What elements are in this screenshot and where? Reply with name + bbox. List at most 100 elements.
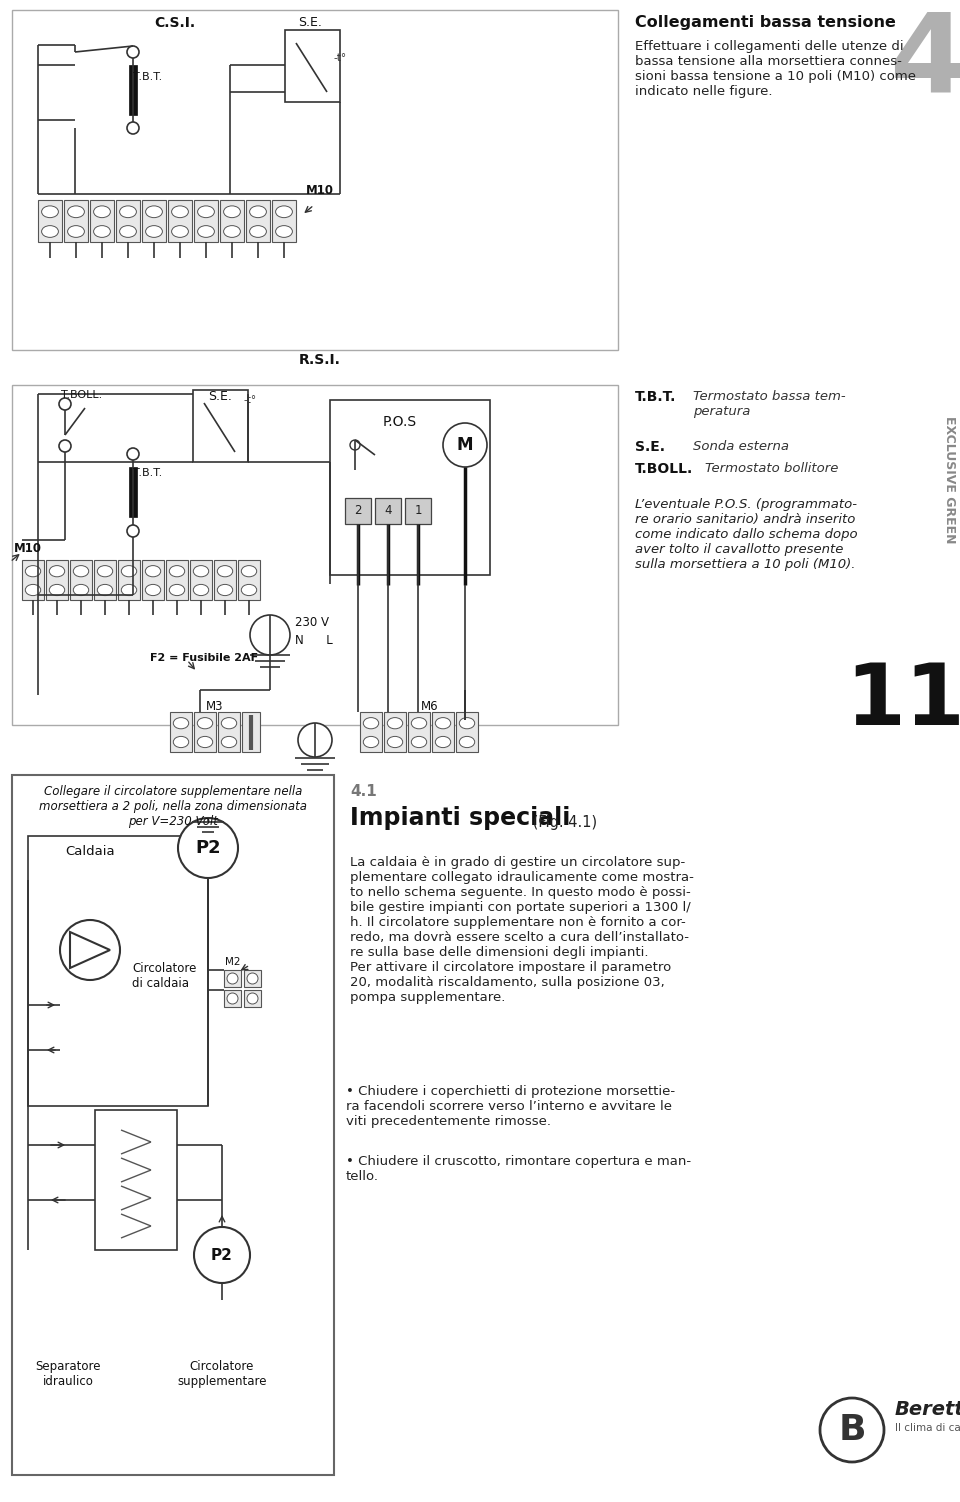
Circle shape xyxy=(250,614,290,655)
Text: M2: M2 xyxy=(225,957,241,967)
Ellipse shape xyxy=(222,736,237,748)
Text: Collegare il circolatore supplementare nella
morsettiera a 2 poli, nella zona di: Collegare il circolatore supplementare n… xyxy=(39,786,307,828)
Ellipse shape xyxy=(169,566,184,577)
Ellipse shape xyxy=(250,206,266,218)
Circle shape xyxy=(127,526,139,538)
Ellipse shape xyxy=(25,584,40,596)
Text: M6: M6 xyxy=(421,700,439,713)
Ellipse shape xyxy=(121,566,136,577)
Circle shape xyxy=(298,722,332,757)
Bar xyxy=(129,65,137,116)
Text: Effettuare i collegamenti delle utenze di
bassa tensione alla morsettiera connes: Effettuare i collegamenti delle utenze d… xyxy=(635,41,916,98)
Bar xyxy=(95,1110,177,1250)
Bar xyxy=(285,30,340,102)
Ellipse shape xyxy=(241,584,256,596)
Text: S.E.: S.E. xyxy=(208,391,232,403)
Text: -t°: -t° xyxy=(333,53,347,63)
Ellipse shape xyxy=(49,566,64,577)
Ellipse shape xyxy=(363,718,378,728)
Circle shape xyxy=(350,440,360,451)
Bar xyxy=(190,560,212,599)
Circle shape xyxy=(127,448,139,460)
Bar xyxy=(193,391,248,463)
Ellipse shape xyxy=(174,736,189,748)
Bar xyxy=(375,499,401,524)
Ellipse shape xyxy=(25,566,40,577)
Text: B: B xyxy=(838,1413,866,1446)
Ellipse shape xyxy=(67,206,84,218)
Bar xyxy=(22,560,44,599)
Text: -t°: -t° xyxy=(243,395,256,406)
Bar xyxy=(214,560,236,599)
Ellipse shape xyxy=(93,206,110,218)
Text: P.O.S: P.O.S xyxy=(383,415,417,430)
Ellipse shape xyxy=(227,973,238,984)
Bar xyxy=(168,200,192,242)
Bar xyxy=(28,837,208,1105)
Bar xyxy=(64,200,88,242)
Bar xyxy=(238,560,260,599)
Text: R.S.I.: R.S.I. xyxy=(300,353,341,366)
Ellipse shape xyxy=(198,718,213,728)
Bar xyxy=(194,200,218,242)
Ellipse shape xyxy=(411,736,426,748)
Ellipse shape xyxy=(41,225,59,237)
Circle shape xyxy=(59,398,71,410)
Text: Circolatore
di caldaia: Circolatore di caldaia xyxy=(132,961,197,990)
Bar xyxy=(384,712,406,753)
Text: N      L: N L xyxy=(295,634,333,646)
Text: M10: M10 xyxy=(306,183,334,197)
Text: C.S.I.: C.S.I. xyxy=(155,17,196,30)
Text: T.B.T.: T.B.T. xyxy=(635,391,677,404)
Ellipse shape xyxy=(120,225,136,237)
Bar xyxy=(360,712,382,753)
Bar xyxy=(116,200,140,242)
Bar xyxy=(272,200,296,242)
Circle shape xyxy=(127,47,139,59)
Bar xyxy=(90,200,114,242)
Ellipse shape xyxy=(121,584,136,596)
Ellipse shape xyxy=(247,973,258,984)
Ellipse shape xyxy=(217,566,232,577)
Text: • Chiudere il cruscotto, rimontare copertura e man-
tello.: • Chiudere il cruscotto, rimontare coper… xyxy=(346,1155,691,1184)
Text: 1: 1 xyxy=(415,505,421,518)
Bar xyxy=(166,560,188,599)
Text: Termostato bollitore: Termostato bollitore xyxy=(705,463,838,475)
Bar xyxy=(38,200,62,242)
Text: 11: 11 xyxy=(845,659,960,743)
Bar xyxy=(129,467,137,517)
Text: T.BOLL.: T.BOLL. xyxy=(61,391,103,400)
Ellipse shape xyxy=(174,718,189,728)
Ellipse shape xyxy=(73,566,88,577)
Ellipse shape xyxy=(41,206,59,218)
Ellipse shape xyxy=(198,736,213,748)
Text: 4: 4 xyxy=(384,505,392,518)
Ellipse shape xyxy=(169,584,184,596)
Ellipse shape xyxy=(435,736,450,748)
Bar xyxy=(218,712,240,753)
Text: F2 = Fusibile 2AF: F2 = Fusibile 2AF xyxy=(150,653,258,662)
Ellipse shape xyxy=(198,225,214,237)
Ellipse shape xyxy=(227,993,238,1003)
Ellipse shape xyxy=(387,718,402,728)
Text: T.B.T.: T.B.T. xyxy=(133,469,162,478)
Bar xyxy=(244,990,261,1006)
Text: 4: 4 xyxy=(889,8,960,116)
Bar xyxy=(330,400,490,575)
Ellipse shape xyxy=(145,584,160,596)
Ellipse shape xyxy=(172,206,188,218)
Circle shape xyxy=(127,122,139,134)
Text: • Chiudere i coperchietti di protezione morsettie-
ra facendoli scorrere verso l: • Chiudere i coperchietti di protezione … xyxy=(346,1084,675,1128)
Ellipse shape xyxy=(241,566,256,577)
Text: M3: M3 xyxy=(206,700,224,713)
Ellipse shape xyxy=(172,225,188,237)
Ellipse shape xyxy=(459,718,474,728)
Ellipse shape xyxy=(247,993,258,1003)
Bar xyxy=(170,712,192,753)
Ellipse shape xyxy=(93,225,110,237)
Text: M: M xyxy=(457,436,473,454)
Text: Caldaia: Caldaia xyxy=(65,846,114,858)
Bar xyxy=(246,200,270,242)
Text: La caldaia è in grado di gestire un circolatore sup-
plementare collegato idraul: La caldaia è in grado di gestire un circ… xyxy=(350,856,694,1003)
Text: P2: P2 xyxy=(211,1248,233,1263)
